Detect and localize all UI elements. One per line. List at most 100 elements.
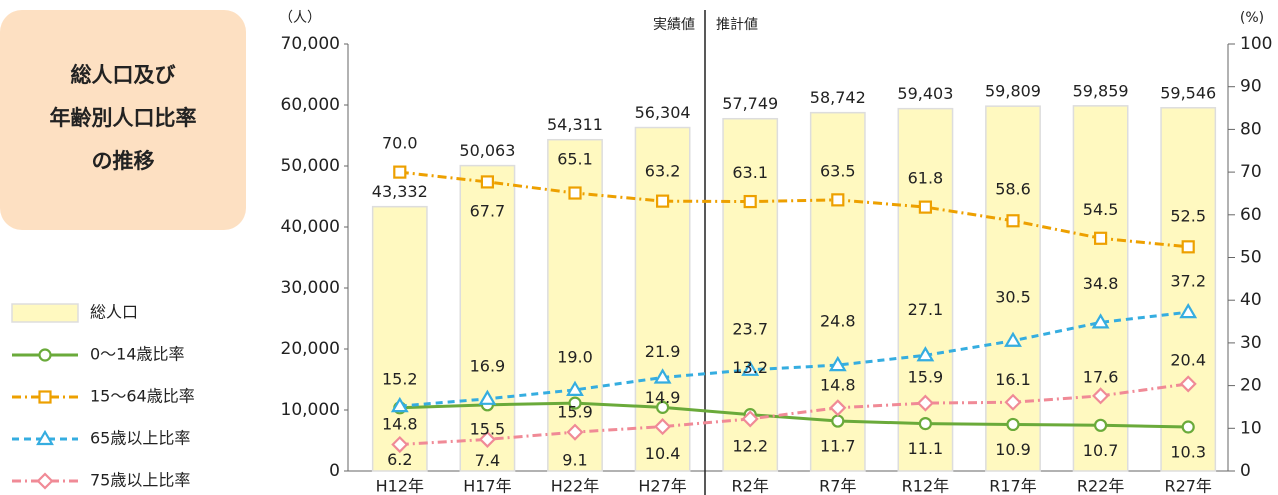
y2-tick-label: 50 xyxy=(1240,248,1262,268)
point xyxy=(1093,418,1108,432)
data-label: 70.0 xyxy=(382,134,418,153)
point xyxy=(1091,313,1110,329)
point xyxy=(741,410,759,428)
data-label: 63.2 xyxy=(645,162,681,181)
data-label: 14.9 xyxy=(645,388,681,407)
legend-label: 15～64歳比率 xyxy=(90,387,195,406)
data-label: 11.1 xyxy=(908,439,944,458)
data-label: 11.7 xyxy=(820,437,856,456)
point xyxy=(1092,387,1110,405)
data-label: 56,304 xyxy=(635,103,691,122)
data-label: 63.5 xyxy=(820,161,856,180)
point xyxy=(916,346,935,362)
data-label: 19.0 xyxy=(557,347,593,366)
bar xyxy=(459,164,516,472)
point xyxy=(829,399,847,417)
bar xyxy=(371,205,428,472)
point xyxy=(741,360,760,376)
bar xyxy=(897,107,954,472)
title-box xyxy=(0,10,246,230)
title-line: 年齢別人口比率 xyxy=(50,106,197,130)
y2-tick-label: 70 xyxy=(1240,162,1262,182)
x-tick-label: R27年 xyxy=(1164,477,1211,495)
point xyxy=(831,414,845,428)
point xyxy=(1004,331,1022,347)
x-tick-label: H27年 xyxy=(638,477,686,495)
x-tick-label: H12年 xyxy=(376,477,424,495)
point xyxy=(655,194,670,208)
data-label: 15.2 xyxy=(382,370,418,389)
y2-unit: (%) xyxy=(1240,10,1264,26)
data-label: 37.2 xyxy=(1170,272,1206,291)
data-label: 7.4 xyxy=(475,451,500,470)
data-label: 16.9 xyxy=(470,356,506,375)
y2-tick-label: 60 xyxy=(1240,205,1262,225)
data-label: 65.1 xyxy=(557,150,593,169)
legend-label: 0～14歳比率 xyxy=(90,345,185,364)
x-tick-label: R17年 xyxy=(989,477,1036,495)
point xyxy=(568,186,582,200)
legend-marker xyxy=(36,429,54,446)
data-label: 52.5 xyxy=(1170,206,1206,225)
point xyxy=(480,175,494,189)
data-label: 10.4 xyxy=(645,444,681,463)
point xyxy=(566,423,584,441)
y-unit: （人） xyxy=(279,10,321,26)
legend-label: 総人口 xyxy=(90,303,138,322)
point xyxy=(916,394,934,412)
data-label: 15.5 xyxy=(470,419,506,438)
data-label: 14.8 xyxy=(382,414,418,433)
x-tick-label: R22年 xyxy=(1077,477,1124,495)
point xyxy=(831,193,845,207)
data-label: 9.1 xyxy=(562,451,587,470)
data-label: 15.9 xyxy=(908,368,944,387)
bar xyxy=(1160,107,1217,472)
point xyxy=(1006,417,1020,432)
data-label: 14.8 xyxy=(820,375,856,394)
data-label: 16.1 xyxy=(995,370,1031,389)
y-tick-label: 10,000 xyxy=(281,400,340,420)
point xyxy=(1181,420,1195,434)
y2-tick-label: 100 xyxy=(1240,34,1272,54)
data-label: 50,063 xyxy=(459,141,515,160)
data-label: 10.9 xyxy=(995,440,1031,459)
y2-tick-label: 20 xyxy=(1240,376,1262,396)
point xyxy=(654,418,672,436)
data-label: 27.1 xyxy=(908,300,944,319)
legend-label: 75歳以上比率 xyxy=(90,471,190,490)
point xyxy=(391,435,409,454)
point xyxy=(828,355,847,372)
point xyxy=(478,430,496,448)
bar xyxy=(1072,105,1129,472)
line xyxy=(399,382,1189,447)
data-label: 63.1 xyxy=(732,163,768,182)
x-tick-label: R12年 xyxy=(902,477,949,495)
data-label: 61.8 xyxy=(908,169,944,188)
legend-label: 65歳以上比率 xyxy=(90,429,190,448)
data-label: 43,332 xyxy=(372,182,428,201)
point xyxy=(393,165,407,179)
annotation: 推計値 xyxy=(716,17,758,33)
point xyxy=(1006,214,1020,228)
point xyxy=(1179,375,1197,393)
point xyxy=(478,389,497,405)
title-line: 総人口及び xyxy=(71,63,176,87)
point xyxy=(390,396,409,413)
data-label: 59,403 xyxy=(897,84,953,103)
legend-marker xyxy=(36,472,54,490)
y-tick-label: 0 xyxy=(329,461,340,481)
line xyxy=(399,401,1189,429)
x-tick-label: R2年 xyxy=(732,477,769,495)
data-label: 21.9 xyxy=(645,342,681,361)
point xyxy=(743,194,757,209)
x-tick-label: R7年 xyxy=(819,477,856,495)
point xyxy=(918,417,933,431)
y-tick-label: 70,000 xyxy=(281,34,340,54)
data-label: 59,859 xyxy=(1073,81,1129,100)
data-label: 54.5 xyxy=(1083,200,1119,219)
data-label: 15.9 xyxy=(557,403,593,422)
y2-tick-label: 0 xyxy=(1240,461,1251,481)
data-label: 58,742 xyxy=(810,88,866,107)
y2-tick-label: 10 xyxy=(1240,418,1262,438)
